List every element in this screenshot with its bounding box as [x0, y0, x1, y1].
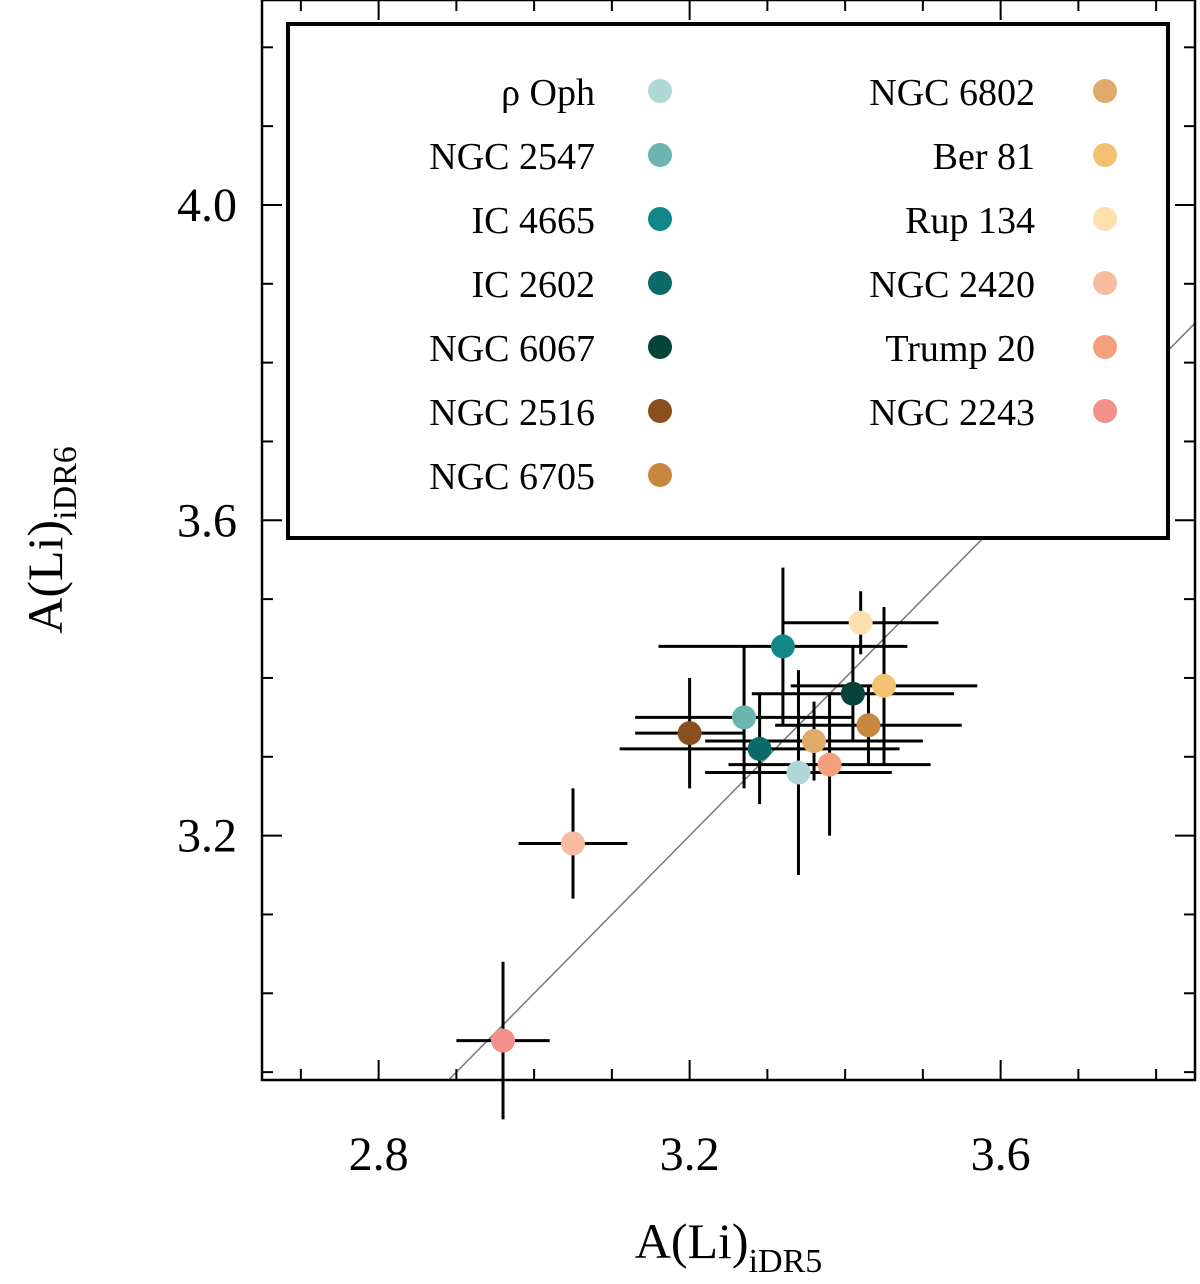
legend-marker — [648, 79, 672, 103]
x-tick-label: 3.2 — [660, 1128, 720, 1181]
legend-marker — [1093, 207, 1117, 231]
data-point — [802, 729, 827, 754]
legend-label: ρ Oph — [501, 72, 595, 114]
data-point — [732, 705, 757, 730]
y-axis-title-sub: iDR6 — [47, 446, 84, 520]
data-point — [872, 673, 896, 698]
legend-marker — [1093, 335, 1117, 359]
legend-label: NGC 6802 — [869, 72, 1035, 114]
data-point — [747, 736, 772, 761]
axis-ticks-group — [262, 0, 1195, 1080]
x-axis-title-sub: iDR5 — [749, 1243, 823, 1280]
data-point — [770, 634, 795, 659]
data-point — [840, 681, 865, 706]
x-tick-label: 2.8 — [349, 1128, 409, 1181]
y-tick-label: 3.6 — [177, 494, 237, 547]
y-axis-title-main: A(Li) — [17, 520, 73, 634]
data-point — [817, 752, 842, 777]
legend-label: Rup 134 — [905, 200, 1035, 242]
data-point — [491, 1028, 516, 1053]
data-point — [786, 760, 811, 785]
legend-label: NGC 6067 — [429, 328, 595, 370]
legend-marker — [1093, 271, 1117, 295]
legend-marker — [1093, 399, 1117, 423]
legend-marker — [648, 207, 672, 231]
y-tick-label: 4.0 — [177, 179, 237, 232]
plot-frame — [260, 0, 1197, 1082]
data-point — [561, 831, 585, 856]
legend-marker — [648, 271, 672, 295]
data-points-group — [491, 610, 896, 1053]
legend: ρ Oph NGC 2547 IC 4665 IC 2602 NGC 6067 NGC 2… — [429, 72, 1117, 498]
legend-marker — [648, 335, 672, 359]
legend-marker — [1093, 79, 1117, 103]
legend-label: NGC 6705 — [429, 456, 595, 498]
data-point — [848, 610, 873, 635]
y-axis-title: A(Li)iDR6 — [17, 446, 84, 634]
legend-label: Trump 20 — [885, 328, 1035, 370]
legend-label: IC 2602 — [472, 264, 596, 306]
legend-label: NGC 2243 — [869, 392, 1035, 434]
legend-label: IC 4665 — [472, 200, 596, 242]
x-axis-title: A(Li)iDR5 — [635, 1213, 823, 1280]
data-point — [677, 721, 702, 746]
legend-label: NGC 2516 — [429, 392, 595, 434]
legend-marker — [648, 399, 672, 423]
x-axis-title-main: A(Li) — [635, 1213, 749, 1269]
data-point — [856, 713, 881, 738]
legend-label: NGC 2547 — [429, 136, 595, 178]
legend-label: NGC 2420 — [869, 264, 1035, 306]
x-tick-label: 3.6 — [971, 1128, 1031, 1181]
y-tick-label: 3.2 — [177, 810, 237, 863]
error-bars-group — [456, 567, 978, 1120]
legend-label: Ber 81 — [933, 136, 1035, 178]
legend-marker — [648, 463, 672, 487]
legend-marker — [1093, 143, 1117, 167]
legend-marker — [648, 143, 672, 167]
tick-labels-group: 2.8 3.2 3.6 3.2 3.6 4.0 — [177, 179, 1031, 1181]
legend-box — [286, 22, 1170, 540]
